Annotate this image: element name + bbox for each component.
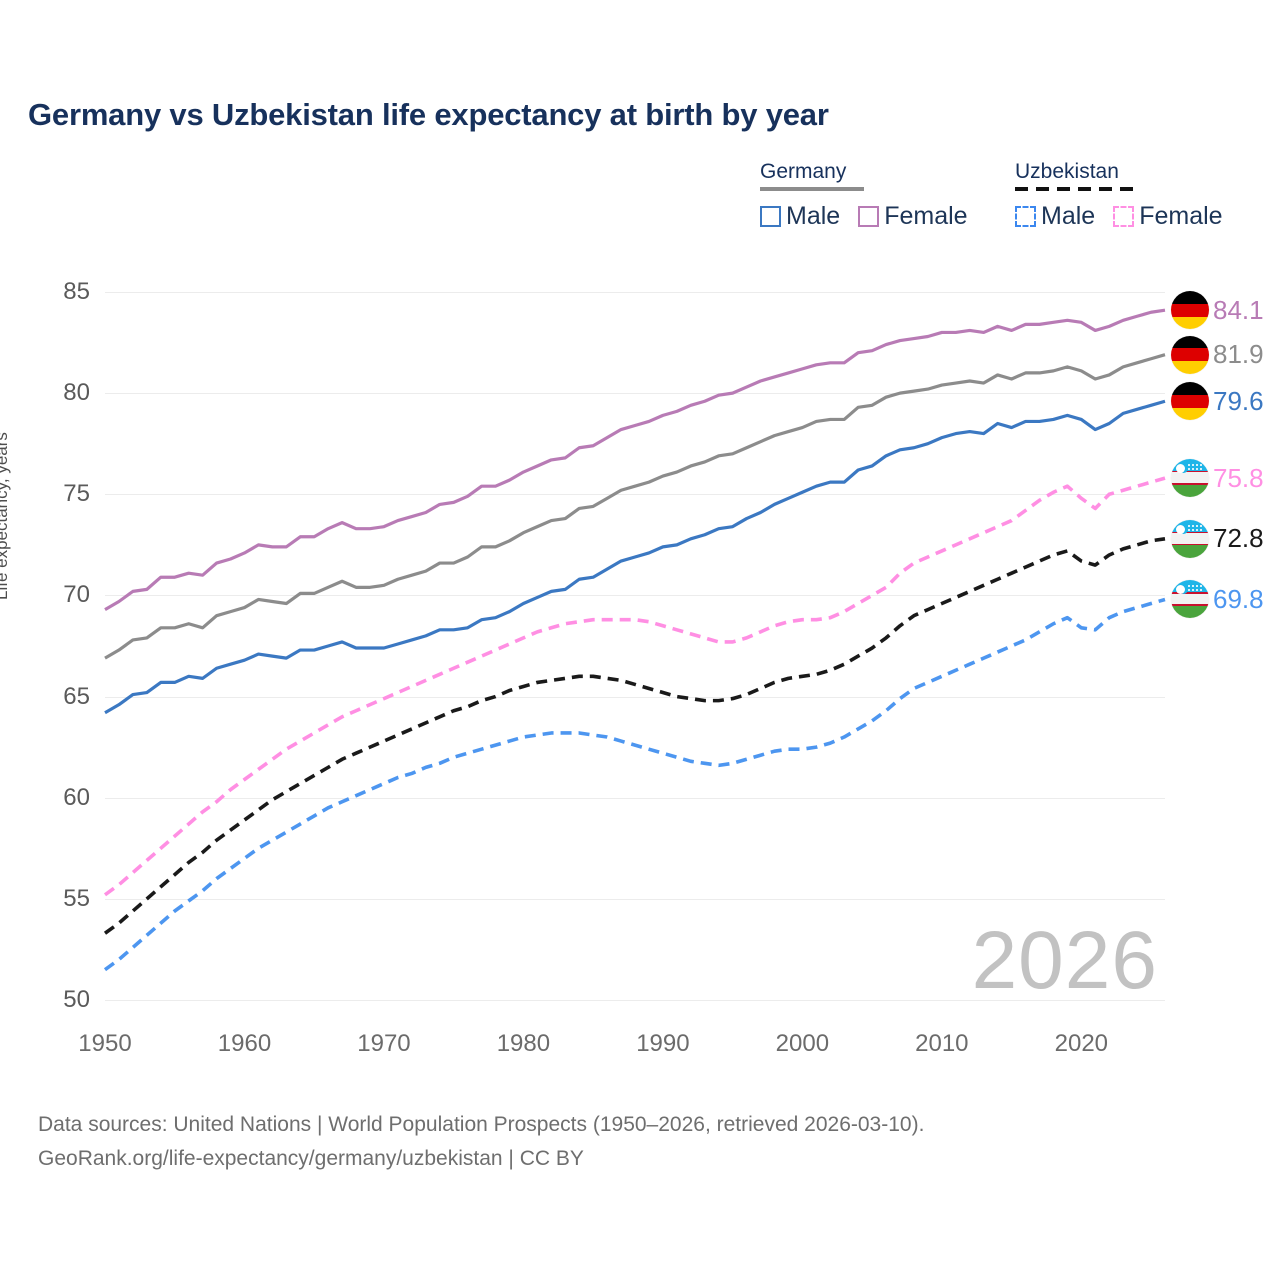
series-line <box>104 353 1166 660</box>
legend-rule-solid-icon <box>760 187 864 191</box>
y-axis-tick-label: 65 <box>63 682 90 710</box>
x-axis-tick-label: 1950 <box>78 1030 132 1057</box>
y-axis-tick-label: 85 <box>63 278 90 305</box>
series-end-value: 81.9 <box>1213 339 1264 370</box>
legend-group-germany: Male Female <box>760 202 1015 231</box>
series-line <box>103 476 1166 897</box>
series-end-label: 79.6 <box>1171 382 1264 421</box>
legend-item-uzbekistan-male[interactable]: Male <box>1015 202 1095 231</box>
series-end-label: 75.8 <box>1171 459 1264 498</box>
series-end-value: 69.8 <box>1213 583 1264 614</box>
legend-item-uzbekistan-female[interactable]: Female <box>1113 202 1223 231</box>
series-line <box>103 537 1166 935</box>
legend-header-germany-label: Germany <box>760 160 847 183</box>
y-axis-tick-label: 55 <box>63 884 90 912</box>
germany-flag-icon <box>1171 335 1209 374</box>
legend-headers: Germany Uzbekistan <box>760 160 1250 195</box>
x-axis-tick-label: 1970 <box>357 1030 411 1057</box>
y-axis-tick-label: 60 <box>63 783 90 811</box>
square-outline-icon <box>760 206 781 227</box>
x-axis-tick-label: 1980 <box>496 1030 551 1057</box>
x-axis-tick-label: 2010 <box>915 1030 969 1057</box>
uzbekistan-flag-icon <box>1171 519 1209 558</box>
legend-label-germany-male: Male <box>786 202 841 230</box>
square-outline-icon <box>858 206 880 227</box>
legend-label-uzbekistan-male: Male <box>1041 202 1096 230</box>
uzbekistan-flag-icon <box>1171 459 1209 498</box>
y-axis-tick-label: 50 <box>63 986 90 1013</box>
series-end-label: 81.9 <box>1171 335 1264 374</box>
square-dashed-outline-icon <box>1015 206 1036 227</box>
footer-line-attribution: GeoRank.org/life-expectancy/germany/uzbe… <box>38 1146 584 1170</box>
legend-items: Male Female Male Female <box>760 202 1250 231</box>
series-line <box>103 597 1166 972</box>
x-axis-tick-label: 2020 <box>1054 1030 1109 1057</box>
gridline <box>105 898 1165 900</box>
y-axis-label: Life expectancy, years <box>0 432 11 600</box>
series-end-value: 79.6 <box>1213 385 1264 416</box>
legend-header-uzbekistan: Uzbekistan <box>1015 160 1250 195</box>
series-line <box>104 308 1166 611</box>
legend-label-germany-female: Female <box>884 202 968 230</box>
gridline <box>105 1000 1165 1001</box>
legend-rule-dashed-icon <box>1015 187 1141 191</box>
page-title: Germany vs Uzbekistan life expectancy at… <box>28 97 829 132</box>
series-end-value: 84.1 <box>1213 294 1264 325</box>
legend-label-uzbekistan-female: Female <box>1139 202 1223 230</box>
gridline <box>105 797 1165 799</box>
gridline <box>105 696 1165 698</box>
legend-item-germany-female[interactable]: Female <box>858 202 968 231</box>
germany-flag-icon <box>1171 382 1209 421</box>
legend-header-germany: Germany <box>760 160 1015 195</box>
uzbekistan-flag-icon <box>1171 580 1209 619</box>
square-dashed-outline-icon <box>1113 206 1135 227</box>
series-end-value: 72.8 <box>1213 523 1264 554</box>
gridline <box>105 292 1165 293</box>
footer: Data sources: United Nations | World Pop… <box>38 1108 924 1175</box>
germany-flag-icon <box>1171 291 1209 330</box>
legend-header-uzbekistan-label: Uzbekistan <box>1015 160 1119 183</box>
footer-line-sources: Data sources: United Nations | World Pop… <box>38 1113 925 1136</box>
x-axis-tick-label: 1990 <box>636 1030 690 1057</box>
chart-legend: Germany Uzbekistan Male Female <box>760 160 1250 231</box>
gridline <box>105 595 1165 597</box>
y-axis-tick-label: 75 <box>63 480 90 508</box>
series-end-label: 84.1 <box>1171 291 1264 330</box>
x-axis-tick-label: 2000 <box>775 1030 830 1057</box>
year-watermark: 2026 <box>971 915 1158 1006</box>
series-line <box>104 399 1166 715</box>
legend-group-uzbekistan: Male Female <box>1015 202 1241 231</box>
series-end-value: 75.8 <box>1213 462 1264 493</box>
gridline <box>105 494 1165 496</box>
series-end-label: 69.8 <box>1171 580 1264 619</box>
y-axis-tick-label: 70 <box>63 581 90 609</box>
legend-item-germany-male[interactable]: Male <box>760 202 840 231</box>
x-axis-tick-label: 1960 <box>217 1030 272 1057</box>
y-axis-tick-label: 80 <box>63 379 90 407</box>
gridline <box>105 393 1165 395</box>
series-end-label: 72.8 <box>1171 519 1264 558</box>
